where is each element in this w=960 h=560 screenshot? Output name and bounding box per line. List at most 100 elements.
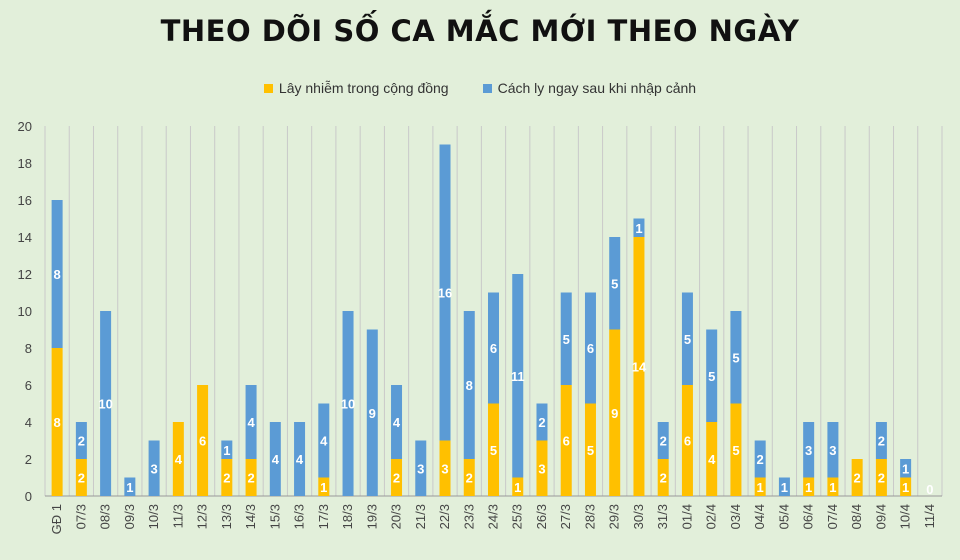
bar-label-community: 5	[732, 443, 739, 458]
bar-label-quarantine: 2	[538, 415, 545, 430]
bar-label-quarantine: 1	[635, 221, 642, 236]
x-tick-label: 12/3	[195, 504, 210, 529]
y-tick-label: 0	[25, 489, 32, 504]
bar-label-quarantine: 5	[732, 350, 739, 365]
bar-label-quarantine: 8	[54, 267, 61, 282]
bar-label-community: 1	[829, 480, 836, 495]
bar-community	[197, 385, 209, 496]
bar-community	[536, 440, 548, 496]
chart-title: THEO DÕI SỐ CA MẮC MỚI THEO NGÀY	[160, 14, 800, 48]
bar-quarantine	[269, 422, 281, 496]
bar-quarantine	[803, 422, 815, 478]
bar-community	[803, 477, 815, 496]
legend: Lây nhiễm trong cộng đồng Cách ly ngay s…	[0, 80, 960, 96]
bar-label-quarantine: 16	[438, 286, 452, 301]
bar-quarantine	[100, 311, 112, 496]
y-tick-label: 2	[25, 452, 32, 467]
bar-label-quarantine: 4	[247, 415, 255, 430]
bar-label-community: 2	[78, 471, 85, 486]
bar-quarantine	[366, 329, 378, 496]
bar-quarantine	[778, 477, 790, 496]
bar-label-quarantine: 2	[78, 434, 85, 449]
bar-label-community: 1	[514, 480, 521, 495]
bar-label-community: 3	[441, 461, 448, 476]
bar-label-community: 1	[320, 480, 327, 495]
bar-label-community: 2	[393, 471, 400, 486]
bar-label-community: 1	[805, 480, 812, 495]
bar-label-quarantine: 4	[320, 434, 328, 449]
y-tick-label: 8	[25, 341, 32, 356]
bar-quarantine	[391, 385, 403, 459]
x-tick-label: 16/3	[292, 504, 307, 529]
bar-label-quarantine: 11	[511, 369, 525, 384]
y-tick-label: 4	[25, 415, 32, 430]
bar-community	[754, 477, 766, 496]
bar-quarantine	[900, 459, 912, 478]
bar-community	[221, 459, 233, 496]
bar-label-community: 6	[563, 434, 570, 449]
bar-label-community: 2	[878, 471, 885, 486]
bar-label-community: 14	[632, 360, 647, 375]
bar-community	[609, 329, 621, 496]
x-tick-label: 09/4	[873, 504, 888, 529]
bar-community	[827, 477, 839, 496]
bar-label-quarantine: 10	[98, 397, 112, 412]
bar-quarantine	[512, 274, 524, 478]
bar-quarantine	[754, 440, 766, 478]
bar-quarantine	[245, 385, 257, 459]
bar-label-community: 2	[223, 471, 230, 486]
bar-label-quarantine: 5	[708, 369, 715, 384]
bar-quarantine	[827, 422, 839, 478]
bar-label-quarantine: 6	[490, 341, 497, 356]
x-tick-label: 04/4	[752, 504, 767, 529]
bar-label-community: 5	[490, 443, 497, 458]
bar-community	[730, 403, 742, 496]
bar-community	[681, 385, 693, 496]
y-tick-label: 10	[18, 304, 32, 319]
bar-quarantine	[584, 292, 596, 404]
bar-label-community: 2	[466, 471, 473, 486]
x-tick-label: GĐ 1	[49, 504, 64, 534]
bar-community	[439, 440, 451, 496]
bar-label-community: 4	[175, 452, 183, 467]
x-tick-label: 18/3	[340, 504, 355, 529]
bar-community	[51, 348, 63, 496]
bar-label-community: 4	[708, 452, 716, 467]
x-tick-label: 02/4	[704, 504, 719, 529]
bar-quarantine	[342, 311, 354, 496]
bar-label-quarantine: 2	[660, 434, 667, 449]
y-tick-label: 6	[25, 378, 32, 393]
bar-community	[318, 477, 330, 496]
bar-label-quarantine: 5	[563, 332, 570, 347]
bar-community	[875, 459, 887, 496]
bar-quarantine	[633, 218, 645, 237]
bar-quarantine	[318, 403, 330, 478]
x-tick-label: 23/3	[461, 504, 476, 529]
x-tick-label: 01/4	[679, 504, 694, 529]
bar-quarantine	[439, 144, 451, 441]
bar-quarantine	[463, 311, 475, 459]
bar-label-quarantine: 3	[829, 443, 836, 458]
bar-quarantine	[75, 422, 87, 459]
x-tick-label: 29/3	[607, 504, 622, 529]
bar-quarantine	[415, 440, 427, 496]
bar-community	[657, 459, 669, 496]
bar-label-quarantine: 2	[757, 452, 764, 467]
bar-quarantine	[706, 329, 718, 422]
bar-label-quarantine: 4	[296, 452, 304, 467]
x-tick-label: 05/4	[776, 504, 791, 529]
y-tick-label: 20	[18, 119, 32, 134]
x-tick-label: 10/4	[898, 504, 913, 529]
bar-label-quarantine: 8	[466, 378, 473, 393]
bar-label-quarantine: 5	[611, 276, 618, 291]
x-tick-label: 27/3	[558, 504, 573, 529]
bar-quarantine	[148, 440, 160, 496]
bar-community	[900, 477, 912, 496]
bar-label-quarantine: 1	[223, 443, 230, 458]
bar-label-quarantine: 4	[272, 452, 280, 467]
legend-label-community: Lây nhiễm trong cộng đồng	[278, 80, 449, 96]
legend-swatch-quarantine	[482, 83, 492, 93]
bar-label-quarantine: 1	[126, 480, 133, 495]
x-tick-label: 30/3	[631, 504, 646, 529]
bar-label-community: 3	[538, 461, 545, 476]
